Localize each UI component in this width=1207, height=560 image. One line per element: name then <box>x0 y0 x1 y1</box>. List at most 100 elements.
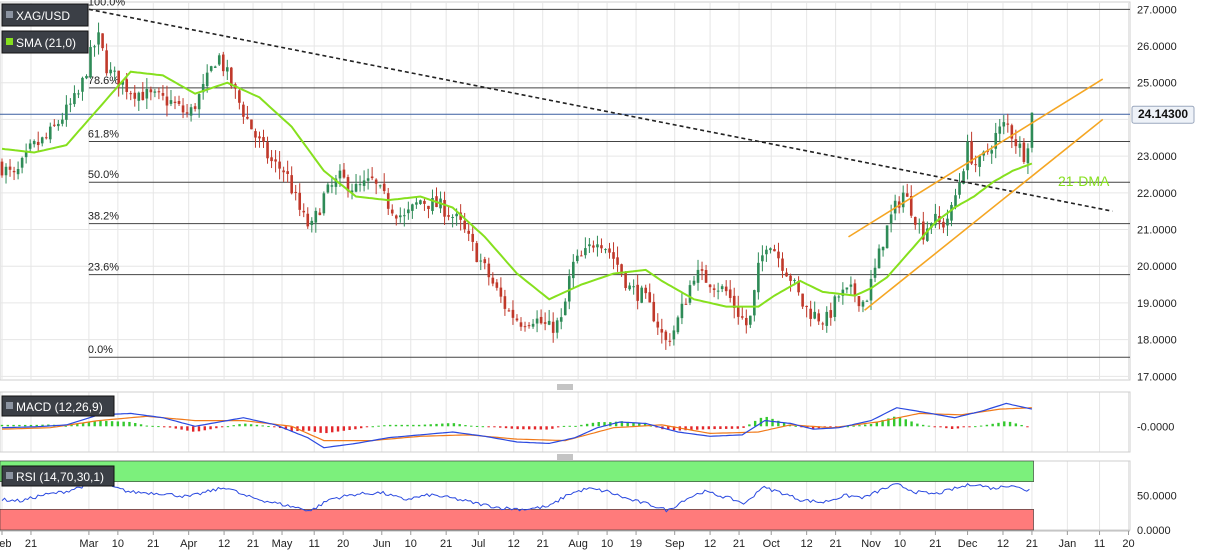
macd-hist-bar-neg <box>719 426 722 429</box>
macd-hist-bar-pos <box>157 426 160 428</box>
candle-body-down <box>427 205 430 209</box>
macd-hist-bar-neg <box>713 426 716 430</box>
candle-body-up <box>217 55 221 65</box>
date-tick-label: 10 <box>601 538 613 550</box>
macd-hist-bar-neg <box>696 426 699 430</box>
candle-body-down <box>246 116 249 119</box>
macd-hist-bar-neg <box>191 426 195 432</box>
macd-hist-bar-pos <box>255 424 259 427</box>
rsi-resize-handle[interactable] <box>556 454 574 460</box>
candle-body-down <box>740 316 744 318</box>
macd-hist-bar-pos <box>464 425 467 427</box>
candle-body-up <box>314 210 318 223</box>
macd-hist-bar-pos <box>643 423 647 427</box>
price-tick-label: 25.0000 <box>1137 78 1177 90</box>
legend-macd: MACD (12,26,9) <box>1 395 115 417</box>
candle-body-down <box>274 159 277 162</box>
macd-hist-bar-neg <box>672 426 676 431</box>
macd-hist-bar-pos <box>12 424 15 427</box>
candle-body-up <box>322 193 326 214</box>
date-tick-label: Jan <box>1058 538 1076 550</box>
macd-hist-bar-pos <box>562 425 566 427</box>
macd-hist-bar-neg <box>539 426 542 430</box>
date-tick-label: Dec <box>958 538 978 550</box>
macd-panel: -0.0000 <box>0 391 1174 453</box>
candle-body-down <box>648 292 652 303</box>
macd-hist-bar-neg <box>209 426 212 430</box>
candle-body-down <box>181 105 185 113</box>
date-tick-label: 10 <box>894 538 906 550</box>
candle-body-up <box>226 67 229 72</box>
macd-hist-bar-pos <box>452 423 456 427</box>
date-tick-label: 10 <box>405 538 417 550</box>
candle-body-down <box>250 119 253 130</box>
candle-body-down <box>644 287 648 294</box>
macd-tick-label: -0.0000 <box>1137 421 1174 433</box>
candle-body-down <box>612 252 615 259</box>
macd-hist-bar-neg <box>551 426 554 429</box>
macd-hist-bar-neg <box>487 426 490 428</box>
macd-hist-bar-neg <box>545 426 548 430</box>
fib-level-label: 23.6% <box>88 262 119 274</box>
candle-body-up <box>716 290 720 292</box>
macd-hist-bar-neg <box>307 426 311 431</box>
macd-hist-bar-neg <box>493 426 496 428</box>
macd-hist-bar-pos <box>632 422 635 427</box>
macd-hist-bar-pos <box>261 425 264 427</box>
macd-hist-bar-neg <box>504 426 508 429</box>
macd-resize-handle[interactable] <box>556 384 574 390</box>
macd-hist-bar-pos <box>267 426 270 428</box>
candle-body-down <box>817 313 821 322</box>
price-tick-label: 22.0000 <box>1137 188 1177 200</box>
candle-body-down <box>298 192 302 210</box>
date-tick-label: 19 <box>630 538 642 550</box>
legend-instrument-box <box>1 3 89 27</box>
candle-body-up <box>680 303 684 319</box>
candle-body-up <box>567 276 571 302</box>
macd-hist-bar-pos <box>869 424 873 427</box>
candle-body-down <box>258 136 261 139</box>
date-tick-label: 21 <box>25 538 37 550</box>
candle-body-down <box>909 196 913 216</box>
fib-level-label: 100.0% <box>88 0 126 8</box>
legend-rsi-swatch <box>6 472 13 479</box>
macd-hist-bar-pos <box>997 422 1000 427</box>
macd-hist-bar-pos <box>249 424 253 427</box>
macd-hist-bar-pos <box>18 424 21 427</box>
macd-hist-bar-neg <box>684 426 687 431</box>
candle-body-up <box>946 218 949 226</box>
macd-hist-bar-neg <box>186 426 189 431</box>
candle-body-down <box>700 269 704 271</box>
macd-hist-bar-neg <box>215 426 218 429</box>
macd-hist-bar-neg <box>342 426 346 431</box>
macd-signal-line <box>1 407 1032 442</box>
macd-hist-bar-neg <box>273 426 276 428</box>
macd-hist-bar-pos <box>151 425 154 427</box>
candle-body-down <box>708 284 712 288</box>
candle-body-down <box>600 245 603 249</box>
candle-body-down <box>238 90 241 103</box>
date-tick-label: Oct <box>763 538 780 550</box>
macd-hist-bar-neg <box>707 426 710 430</box>
macd-hist-bar-pos <box>1014 423 1018 427</box>
candle-body-up <box>354 183 358 192</box>
candle-body-down <box>785 272 788 277</box>
candle-body-up <box>861 301 865 307</box>
candle-body-up <box>197 94 201 110</box>
candle-body-up <box>24 150 28 158</box>
candle-body-down <box>53 124 56 126</box>
candle-body-down <box>668 340 672 342</box>
candle-body-up <box>571 261 575 279</box>
candle-body-up <box>1030 112 1034 148</box>
candle-body-up <box>93 46 96 48</box>
candle-body-down <box>394 215 398 219</box>
macd-hist-bar-pos <box>417 424 421 427</box>
candle-body-up <box>378 185 382 187</box>
candle-body-down <box>262 137 265 142</box>
candle-body-down <box>773 249 776 252</box>
macd-hist-bar-pos <box>470 425 473 427</box>
macd-hist-bar-pos <box>1020 424 1023 427</box>
candle-body-up <box>338 170 342 179</box>
candle-body-up <box>169 100 173 104</box>
macd-hist-bar-pos <box>116 421 120 427</box>
